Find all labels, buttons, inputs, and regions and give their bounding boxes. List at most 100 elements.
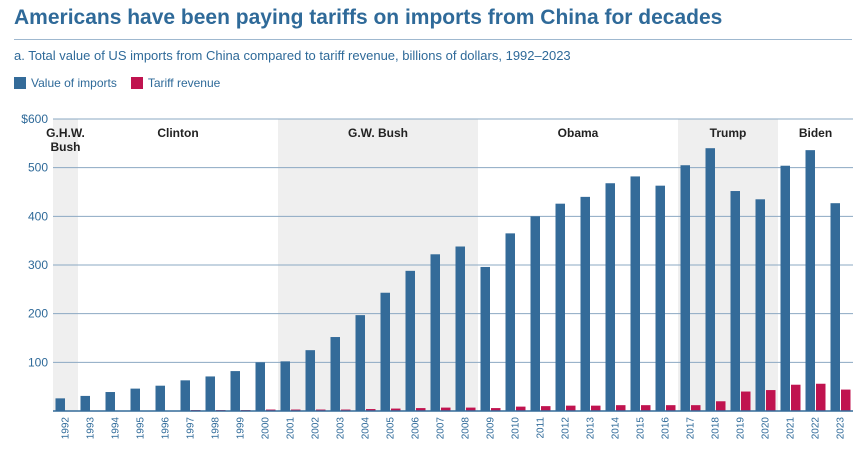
era-label: Clinton [157, 126, 198, 140]
x-tick-label: 2020 [761, 417, 772, 440]
x-tick-label: 2009 [486, 417, 497, 440]
bar-tariff-2005 [391, 408, 401, 411]
legend-swatch-tariff [130, 77, 143, 89]
bar-imports-2007 [430, 254, 440, 411]
bar-tariff-2007 [441, 407, 451, 411]
bar-imports-2006 [405, 270, 415, 411]
era-label: G.H.W. [46, 126, 85, 140]
y-tick-label: 500 [28, 161, 48, 175]
x-tick-label: 2015 [636, 417, 647, 440]
x-tick-label: 2008 [461, 417, 472, 440]
bar-tariff-2013 [591, 405, 601, 411]
legend-item-imports: Value of imports [14, 76, 117, 90]
bar-tariff-2017 [691, 405, 701, 411]
bar-tariff-2016 [666, 405, 676, 411]
x-tick-label: 1999 [236, 417, 247, 440]
x-tick-label: 2011 [536, 417, 547, 439]
bar-imports-2010 [505, 233, 515, 411]
title-divider [14, 39, 852, 40]
bar-tariff-2014 [616, 405, 626, 411]
bar-imports-2016 [655, 185, 665, 411]
bar-imports-2003 [330, 337, 340, 411]
bar-imports-2000 [255, 362, 265, 411]
x-tick-label: 2005 [386, 417, 397, 440]
bar-tariff-2004 [366, 409, 376, 411]
x-tick-label: 2002 [311, 417, 322, 440]
bar-imports-2023 [830, 203, 840, 411]
legend-item-tariff: Tariff revenue [130, 76, 220, 90]
x-tick-label: 2010 [511, 417, 522, 440]
y-tick-label: 300 [28, 258, 48, 272]
bar-tariff-2011 [541, 406, 551, 411]
x-tick-label: 2006 [411, 417, 422, 440]
bar-tariff-2010 [516, 406, 526, 411]
y-tick-label: $600 [21, 112, 48, 126]
bar-tariff-2009 [491, 408, 501, 411]
y-tick-label: 200 [28, 307, 48, 321]
x-tick-label: 2018 [711, 417, 722, 440]
x-tick-label: 1993 [86, 417, 97, 440]
era-label: Obama [558, 126, 599, 140]
x-tick-label: 2012 [561, 417, 572, 440]
x-tick-label: 2004 [361, 417, 372, 440]
x-tick-label: 2022 [811, 417, 822, 440]
bar-imports-2001 [280, 361, 290, 411]
chart-subtitle: a. Total value of US imports from China … [14, 48, 571, 63]
bar-tariff-2012 [566, 405, 576, 411]
x-tick-label: 2023 [836, 417, 847, 440]
x-tick-label: 2000 [261, 417, 272, 440]
bar-imports-2011 [530, 216, 540, 411]
x-tick-label: 1994 [111, 417, 122, 440]
era-label: Bush [51, 140, 81, 154]
bar-imports-2019 [730, 191, 740, 411]
bar-tariff-2019 [741, 391, 751, 411]
bar-tariff-2023 [841, 389, 851, 411]
era-label: G.W. Bush [348, 126, 408, 140]
legend-swatch-imports [14, 77, 26, 89]
bar-imports-1993 [80, 395, 90, 411]
x-tick-label: 1995 [136, 417, 147, 440]
bar-imports-2009 [480, 266, 490, 411]
x-tick-label: 2017 [686, 417, 697, 440]
bar-imports-1996 [155, 385, 165, 411]
bar-tariff-2015 [641, 405, 651, 411]
bar-imports-2004 [355, 315, 365, 411]
bar-imports-1999 [230, 371, 240, 411]
era-label: Biden [799, 126, 832, 140]
x-tick-label: 2007 [436, 417, 447, 440]
bar-imports-2020 [755, 199, 765, 411]
bar-imports-2002 [305, 350, 315, 411]
x-tick-label: 2013 [586, 417, 597, 440]
x-tick-label: 2014 [611, 417, 622, 440]
legend-label-imports: Value of imports [31, 76, 117, 90]
bar-tariff-2021 [791, 384, 801, 411]
x-tick-label: 2021 [786, 417, 797, 440]
y-tick-label: 100 [28, 355, 48, 369]
bar-imports-1994 [105, 392, 115, 411]
x-tick-label: 2001 [286, 417, 297, 440]
bar-imports-1995 [130, 388, 140, 411]
x-tick-label: 1998 [211, 417, 222, 440]
bar-imports-2012 [555, 203, 565, 411]
bar-imports-1997 [180, 380, 190, 411]
bar-imports-2008 [455, 246, 465, 411]
bar-tariff-2008 [466, 407, 476, 411]
y-tick-label: 400 [28, 209, 48, 223]
chart-legend: Value of imports Tariff revenue [14, 76, 220, 90]
bar-imports-2014 [605, 183, 615, 411]
x-tick-label: 1992 [61, 417, 72, 440]
bar-imports-2021 [780, 165, 790, 411]
bar-imports-1992 [55, 398, 65, 411]
bar-imports-2005 [380, 292, 390, 411]
bar-imports-1998 [205, 376, 215, 411]
chart-title: Americans have been paying tariffs on im… [14, 6, 723, 29]
bar-imports-2013 [580, 196, 590, 411]
x-tick-label: 1997 [186, 417, 197, 440]
bar-tariff-2006 [416, 408, 426, 411]
bar-tariff-2020 [766, 390, 776, 411]
bar-imports-2017 [680, 165, 690, 411]
x-tick-label: 2003 [336, 417, 347, 440]
bar-tariff-2018 [716, 401, 726, 411]
x-tick-label: 2016 [661, 417, 672, 440]
